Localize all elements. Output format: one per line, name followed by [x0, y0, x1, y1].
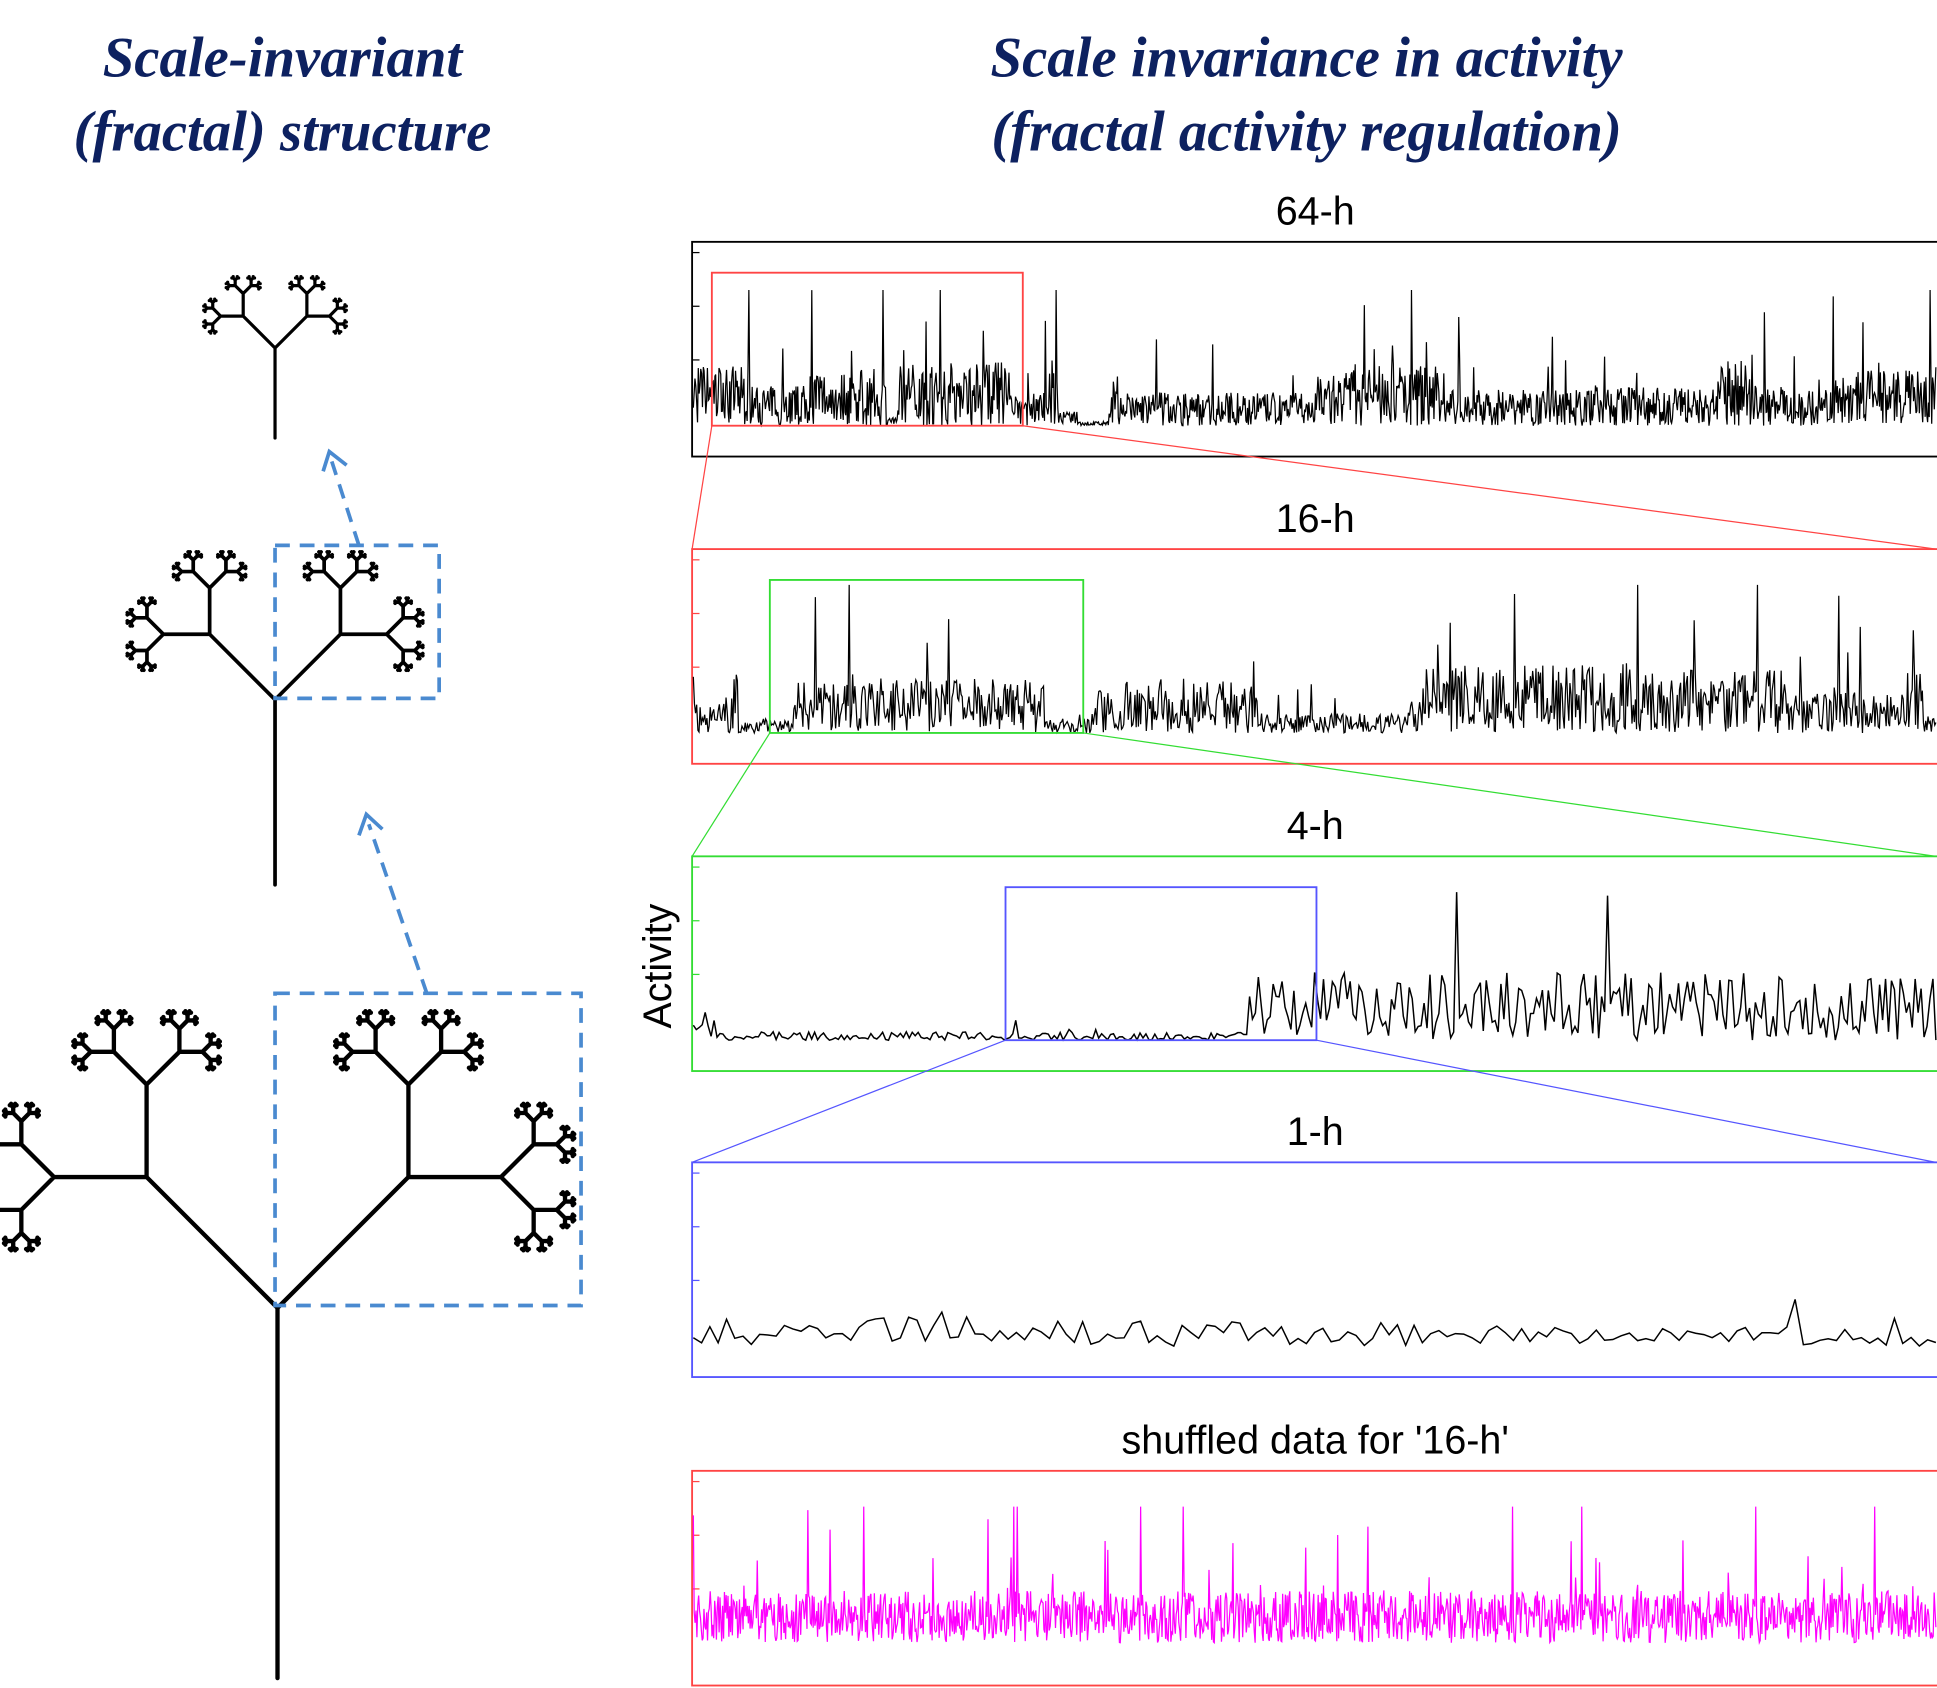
- activity-trace: [693, 585, 1936, 733]
- left-title: (fractal) structure: [74, 101, 492, 164]
- figure: Scale-invariant (fractal) structure Scal…: [0, 0, 1937, 1688]
- panel-frame: [692, 1162, 1937, 1377]
- panel-frame: [692, 549, 1937, 764]
- right-title: (fractal activity regulation): [991, 101, 1621, 164]
- zoom-line: [692, 1040, 1005, 1162]
- tree: [204, 277, 347, 438]
- zoom-line: [692, 426, 712, 549]
- activity-trace: [693, 1299, 1936, 1346]
- right-title: Scale invariance in activity: [991, 27, 1624, 90]
- panel-title: 16-h: [1276, 497, 1355, 541]
- zoom-line: [1316, 1040, 1935, 1162]
- tree: [0, 1011, 574, 1678]
- activity-trace: [693, 892, 1936, 1040]
- zoom-line: [1023, 426, 1936, 549]
- fractal-trees: [0, 277, 574, 1678]
- panel-frame: [692, 1471, 1937, 1686]
- panel-title: shuffled data for '16-h': [1122, 1419, 1509, 1463]
- zoom-line: [692, 733, 770, 856]
- y-axis-label: Activity: [636, 903, 680, 1028]
- panel-title: 64-h: [1276, 190, 1355, 234]
- left-title: Scale-invariant: [103, 27, 465, 90]
- panel-title: 4-h: [1287, 804, 1344, 848]
- zoom-line: [1083, 733, 1936, 856]
- activity-trace: [693, 290, 1936, 426]
- panel-title: 1-h: [1287, 1110, 1344, 1154]
- panel-frame: [692, 856, 1937, 1071]
- activity-trace: [693, 1507, 1936, 1643]
- activity-panels: 64-h 16-h 4-h 1-h shuffled data for '16-h': [692, 190, 1937, 1686]
